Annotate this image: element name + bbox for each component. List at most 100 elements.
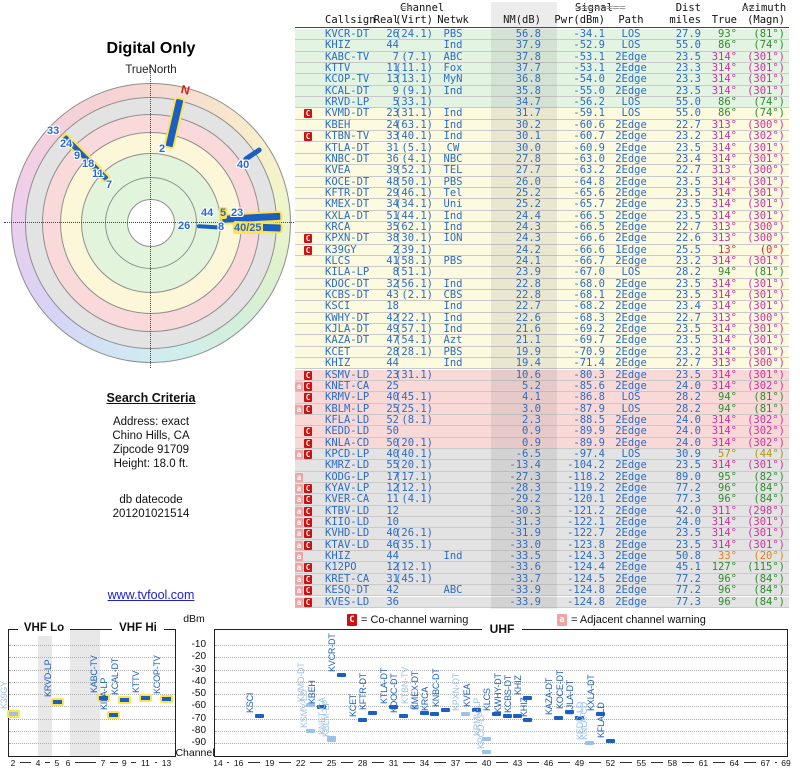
chart-station-label: KRVD-LP xyxy=(42,659,53,697)
channel-axis-dash xyxy=(340,762,354,763)
chart-station-marker xyxy=(605,739,615,744)
cell-nm-db: 3.0 xyxy=(522,402,541,415)
dbm-gridline xyxy=(215,694,787,695)
cell-virtual-channel: (54.1) xyxy=(395,334,433,347)
cell-path: 2Edge xyxy=(615,527,647,540)
table-row: a KODG-LP 17 (17.1) -27.3 -118.2 2Edge 89.0 95° (… xyxy=(295,472,789,483)
true-north-label: TrueNorth xyxy=(125,64,177,76)
table-row: KLCS 41 (58.1) PBS 24.1 -66.7 2Edge 23.2 314° (30… xyxy=(295,255,789,268)
cell-virtual-channel: (40.1) xyxy=(395,130,433,143)
tvfool-link[interactable]: www.tvfool.com xyxy=(107,588,195,602)
cell-pwr-dbm: -63.0 xyxy=(573,152,605,165)
radar-channel-label: 24 xyxy=(60,138,73,150)
cell-virtual-channel: (56.1) xyxy=(395,277,433,290)
cell-pwr-dbm: -66.7 xyxy=(573,255,605,267)
cell-callsign: KNBC-DT xyxy=(325,152,370,165)
cell-real-channel: 5 xyxy=(392,96,399,109)
cell-network: Ind xyxy=(443,39,463,52)
radar-channel-label: 40 xyxy=(237,159,250,171)
cell-path: 2Edge xyxy=(615,130,647,143)
channel-axis-dash xyxy=(743,762,757,763)
cell-pwr-dbm: -66.6 xyxy=(573,232,605,245)
cell-callsign: KNET-CA xyxy=(325,379,370,392)
table-row: KTLA-DT 31 (5.1) CW 30.0 -60.9 2Edge 23.5 314° (3… xyxy=(295,142,789,154)
cell-nm-db: -33.5 xyxy=(509,550,541,563)
table-row: KRVD-LP 5 (33.1) 34.7 -56.2 LOS 55.0 86° (74°) xyxy=(295,96,789,109)
table-row: a C KNET-CA 25 5.2 -85.6 2Edge 24.0 314° (302°) xyxy=(295,379,789,393)
col-header-pwr: Pwr(dBm) xyxy=(554,14,605,26)
cell-real-channel: 39 xyxy=(386,164,399,177)
cell-miles: 23.5 xyxy=(675,323,701,336)
cell-path: 2Edge xyxy=(615,73,647,86)
chart-station-label: KPXN-DT xyxy=(451,673,462,712)
chart-station-label: KVCR-DT xyxy=(327,632,338,672)
table-row: KCET 28 (28.1) PBS 19.9 -70.9 2Edge 23.2 314° (30… xyxy=(295,345,789,359)
cell-callsign: KHIZ xyxy=(325,550,351,563)
cell-azimuth-true: 314° xyxy=(711,73,737,86)
cell-azimuth-magn: (84°) xyxy=(753,595,785,608)
cell-virtual-channel: (4.1) xyxy=(401,493,433,506)
cell-azimuth-magn: (301°) xyxy=(747,152,785,165)
chart-station-marker xyxy=(327,738,337,743)
cell-network: CBS xyxy=(443,289,463,302)
cell-callsign: KCBS-DT xyxy=(325,289,370,302)
cell-miles: 42.0 xyxy=(675,504,701,517)
cell-pwr-dbm: -124.5 xyxy=(567,572,605,585)
cell-azimuth-magn: (74°) xyxy=(753,39,785,52)
channel-tick-label: 25 xyxy=(326,758,337,768)
cell-path: 2Edge xyxy=(615,62,647,75)
cell-nm-db: 10.6 xyxy=(515,368,541,381)
cell-azimuth-magn: (81°) xyxy=(753,28,785,40)
cell-virtual-channel: (45.1) xyxy=(395,572,433,585)
channel-tick-label: 5 xyxy=(54,758,60,768)
table-row: C KPXN-DT 38 (30.1) ION 24.3 -66.6 2Edge 22.6 313… xyxy=(295,232,789,245)
cell-callsign: KABC-TV xyxy=(325,50,370,63)
channel-axis-dash xyxy=(681,762,695,763)
cell-azimuth-true: 314° xyxy=(711,516,737,529)
col-header-true: True xyxy=(711,14,737,26)
cell-callsign: KPXN-DT xyxy=(325,232,370,245)
cell-pwr-dbm: -124.8 xyxy=(567,584,605,597)
cell-virtual-channel: (31.1) xyxy=(395,368,433,381)
radar-channel-label: 18 xyxy=(82,158,95,170)
channel-axis-dash xyxy=(371,762,385,763)
cell-pwr-dbm: -68.0 xyxy=(573,277,605,290)
cell-azimuth-magn: (84°) xyxy=(753,482,785,494)
cell-azimuth-true: 314° xyxy=(711,334,737,347)
cell-real-channel: 8 xyxy=(392,266,399,279)
cell-nm-db: 0.9 xyxy=(522,436,541,449)
cell-real-channel: 23 xyxy=(386,107,399,120)
cell-miles: 23.5 xyxy=(675,209,701,222)
table-row: KAZA-DT 47 (54.1) Azt 21.1 -69.7 2Edge 23.5 314°… xyxy=(295,334,789,347)
cell-callsign: KRMV-LP xyxy=(325,391,370,404)
cell-azimuth-true: 86° xyxy=(718,96,737,109)
cell-nm-db: 25.2 xyxy=(515,186,541,199)
cell-callsign: KHIZ xyxy=(325,357,351,370)
chart-station-marker xyxy=(327,735,337,740)
cell-real-channel: 36 xyxy=(386,595,399,608)
cell-callsign: KAZA-DT xyxy=(325,334,370,347)
cell-nm-db: 22.8 xyxy=(515,289,541,302)
cell-azimuth-true: 314° xyxy=(711,50,737,63)
cell-miles: 23.5 xyxy=(675,50,701,63)
table-row: KSCI 18 Ind 22.7 -68.2 2Edge 23.4 314° (301°) xyxy=(295,301,789,313)
cell-virtual-channel: (50.1) xyxy=(395,175,433,188)
dist-group-header: Dist xyxy=(675,2,701,14)
channel-axis-dash xyxy=(247,762,261,763)
table-row: KCBS-DT 43 (2.1) CBS 22.8 -68.1 2Edge 23.5 314° (… xyxy=(295,289,789,302)
co-channel-warning-badge: C xyxy=(304,540,312,550)
cell-miles: 77.2 xyxy=(675,572,701,585)
search-criteria-heading: Search Criteria xyxy=(106,391,196,405)
cell-callsign: KDOC-DT xyxy=(325,277,370,290)
cell-callsign: KBEH xyxy=(325,118,351,131)
cell-real-channel: 28 xyxy=(386,345,399,358)
cell-callsign: K39GY xyxy=(325,243,357,256)
co-channel-warning-badge: C xyxy=(304,574,312,584)
chart-station-marker xyxy=(399,714,409,719)
dbm-gridline xyxy=(9,706,175,708)
cell-azimuth-magn: (301°) xyxy=(747,50,785,63)
cell-virtual-channel: (20.1) xyxy=(395,459,433,472)
table-row: KFLA-LD 52 (8.1) 2.3 -88.5 2Edge 24.0 314° (302°… xyxy=(295,415,789,427)
cell-callsign: KTBV-LD xyxy=(325,504,370,517)
radar-channel-label: 7 xyxy=(106,179,113,191)
